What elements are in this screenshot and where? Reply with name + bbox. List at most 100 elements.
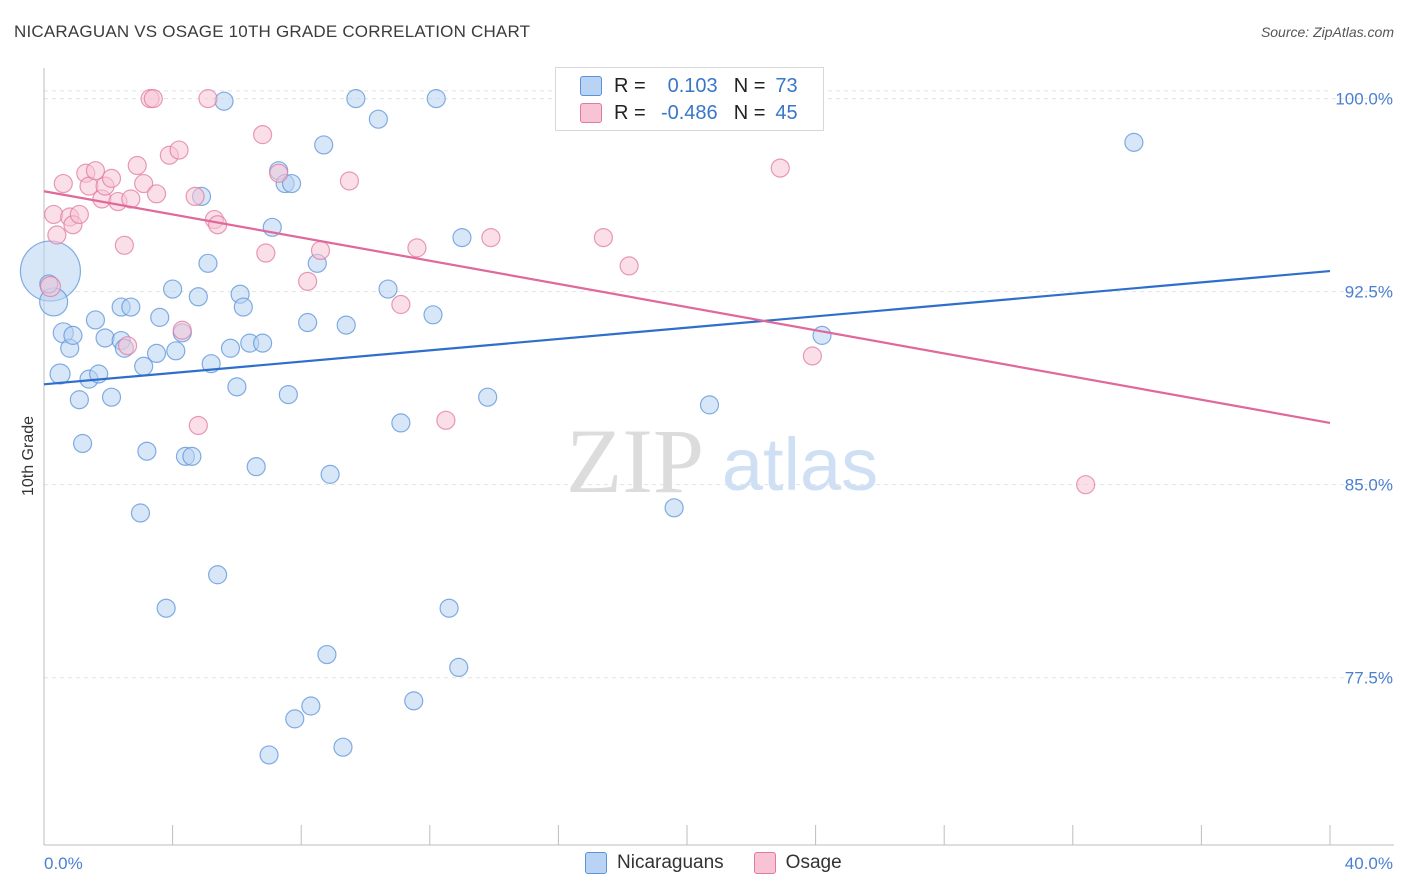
point-osage: [188, 415, 208, 436]
point-nicaraguans: [227, 377, 247, 397]
legend-r-label: R =: [614, 74, 646, 97]
point-nicaraguans: [368, 109, 388, 129]
trendline-nicaraguans: [43, 269, 1331, 386]
point-osage: [593, 227, 614, 248]
point-nicaraguans: [130, 503, 151, 523]
point-nicaraguans: [121, 297, 141, 317]
point-nicaraguans: [699, 395, 720, 415]
point-osage: [407, 238, 427, 258]
point-osage: [117, 336, 138, 356]
point-nicaraguans: [198, 253, 218, 273]
point-osage: [269, 163, 289, 183]
data-points: [19, 89, 1144, 765]
legend-n-label: N =: [733, 101, 766, 124]
point-osage: [85, 161, 106, 181]
y-tick-label: 77.5%: [1345, 669, 1393, 688]
point-nicaraguans: [449, 657, 469, 678]
x-tick-label: 0.0%: [44, 854, 83, 873]
y-axis-label: 10th Grade: [20, 416, 37, 496]
point-osage: [619, 256, 639, 276]
point-nicaraguans: [391, 413, 411, 433]
watermark: ZIP atlas: [566, 410, 878, 512]
point-osage: [298, 271, 318, 291]
axes: [43, 68, 1394, 846]
watermark-zip: ZIP: [566, 410, 704, 512]
legend-r-value: -0.486: [660, 101, 718, 124]
y-tick-label: 100.0%: [1335, 90, 1393, 109]
series-label-osage: Osage: [785, 852, 842, 873]
point-osage: [391, 294, 411, 315]
point-nicaraguans: [163, 279, 183, 299]
legend-swatch-nicaraguans: [580, 76, 602, 96]
point-osage: [172, 320, 192, 340]
point-nicaraguans: [336, 315, 356, 335]
point-nicaraguans: [259, 745, 279, 765]
legend-r-label: R =: [614, 101, 646, 124]
point-nicaraguans: [439, 598, 459, 618]
point-osage: [47, 225, 67, 245]
point-osage: [53, 173, 73, 194]
point-nicaraguans: [246, 457, 266, 477]
point-nicaraguans: [1124, 132, 1144, 152]
point-nicaraguans: [285, 709, 305, 729]
point-nicaraguans: [101, 387, 122, 407]
point-osage: [127, 155, 147, 176]
y-tick-label: 85.0%: [1345, 476, 1393, 495]
grid-lines: [44, 90, 1394, 679]
point-nicaraguans: [214, 91, 234, 111]
point-nicaraguans: [478, 387, 498, 407]
point-nicaraguans: [664, 498, 684, 518]
point-osage: [802, 346, 822, 366]
point-osage: [770, 158, 790, 178]
point-nicaraguans: [69, 390, 89, 410]
point-osage: [69, 204, 89, 225]
point-nicaraguans: [63, 325, 83, 345]
point-nicaraguans: [317, 644, 337, 665]
series-label-nicaraguans: Nicaraguans: [617, 852, 724, 873]
point-osage: [114, 235, 134, 255]
point-osage: [481, 227, 501, 248]
point-osage: [436, 410, 456, 430]
series-legend-nicaraguans[interactable]: Nicaraguans: [585, 852, 724, 874]
point-nicaraguans: [301, 696, 321, 716]
point-nicaraguans: [72, 433, 93, 454]
point-nicaraguans: [423, 305, 443, 325]
watermark-atlas: atlas: [722, 423, 878, 506]
tick-labels: 100.0% 92.5% 85.0% 77.5% 0.0% 40.0%: [44, 90, 1393, 873]
point-osage: [198, 89, 218, 109]
trend-lines: [43, 190, 1331, 424]
point-nicaraguans: [150, 307, 170, 327]
point-nicaraguans: [278, 384, 298, 405]
point-nicaraguans: [49, 363, 71, 385]
series-legend: Nicaraguans Osage: [585, 852, 872, 874]
correlation-legend: R = 0.103 N = 73 R = -0.486 N = 45: [555, 67, 824, 131]
legend-n-value: 73: [775, 74, 798, 97]
legend-r-value: 0.103: [667, 74, 718, 97]
point-osage: [44, 204, 64, 225]
point-nicaraguans: [156, 598, 176, 618]
point-osage: [39, 275, 62, 298]
series-swatch-osage: [753, 852, 776, 874]
point-nicaraguans: [182, 446, 202, 466]
point-nicaraguans: [208, 565, 228, 585]
point-osage: [256, 243, 276, 263]
series-swatch-nicaraguans: [585, 852, 607, 874]
point-nicaraguans: [253, 333, 273, 353]
point-nicaraguans: [220, 338, 241, 358]
point-nicaraguans: [85, 310, 106, 330]
point-nicaraguans: [812, 325, 832, 345]
series-legend-osage[interactable]: Osage: [753, 852, 842, 874]
point-nicaraguans: [404, 691, 424, 711]
legend-n-label: N =: [733, 74, 766, 97]
x-tick-label: 40.0%: [1345, 854, 1393, 873]
point-osage: [185, 186, 205, 207]
point-nicaraguans: [95, 328, 115, 348]
point-osage: [143, 89, 163, 109]
point-osage: [146, 184, 167, 204]
legend-row-nicaraguans: R = 0.103 N = 73: [580, 73, 798, 99]
point-nicaraguans: [298, 312, 318, 333]
point-osage: [1076, 475, 1096, 495]
point-osage: [253, 125, 273, 145]
point-nicaraguans: [378, 279, 398, 299]
